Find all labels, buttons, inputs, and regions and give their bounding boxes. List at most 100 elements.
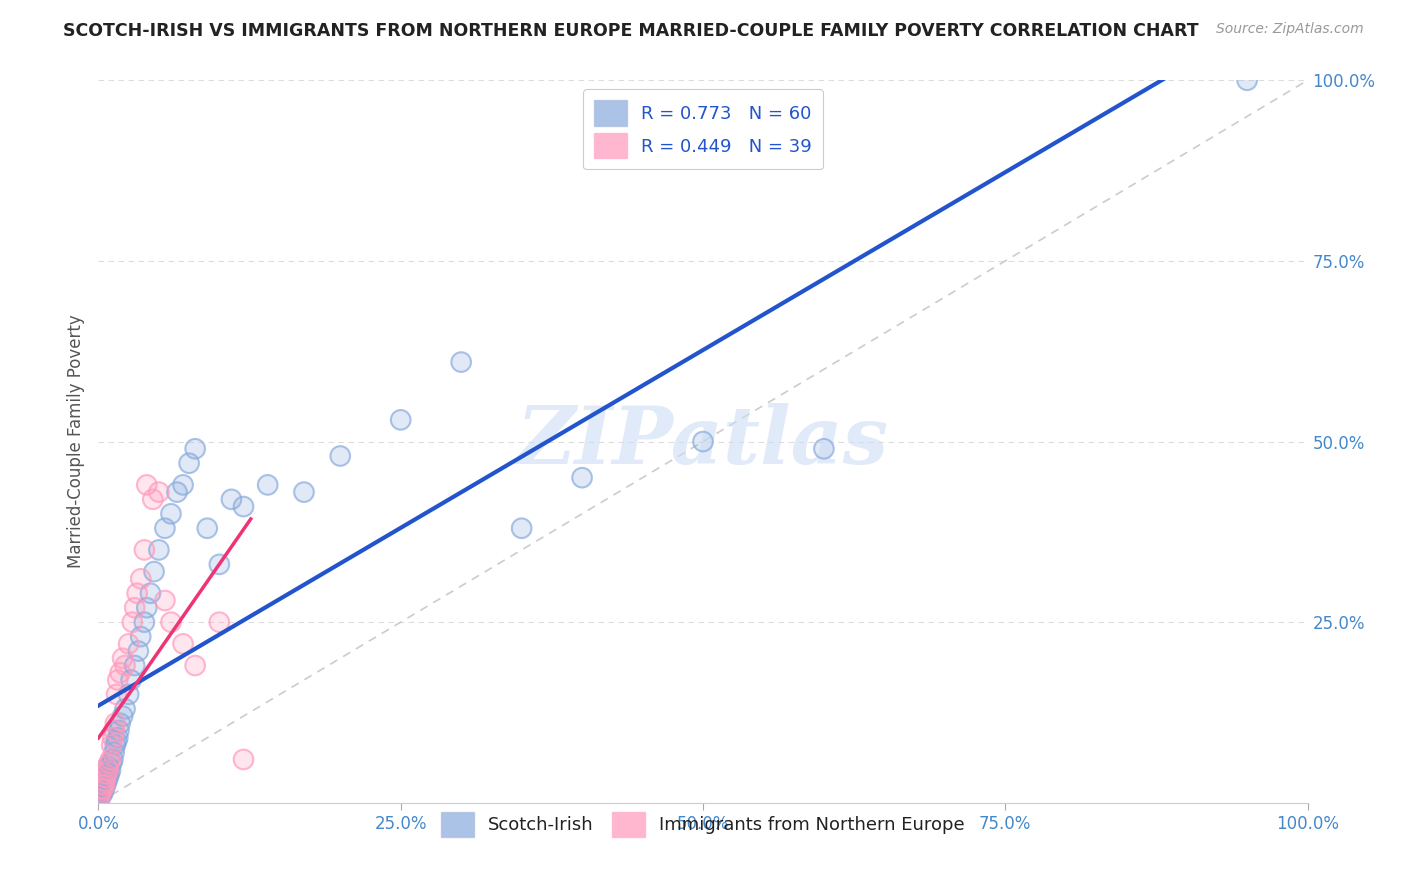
- Point: [97, 760, 120, 774]
- Point: [292, 485, 315, 500]
- Point: [166, 485, 188, 500]
- Point: [129, 630, 152, 644]
- Point: [108, 723, 131, 738]
- Point: [103, 745, 125, 759]
- Point: [94, 771, 117, 785]
- Point: [90, 789, 112, 803]
- Point: [89, 792, 111, 806]
- Point: [91, 778, 114, 792]
- Point: [91, 782, 114, 797]
- Point: [135, 600, 157, 615]
- Point: [142, 492, 165, 507]
- Point: [221, 492, 243, 507]
- Point: [107, 673, 129, 687]
- Point: [450, 355, 472, 369]
- Point: [100, 738, 122, 752]
- Point: [101, 731, 124, 745]
- Point: [148, 542, 170, 557]
- Point: [127, 586, 149, 600]
- Point: [93, 774, 115, 789]
- Point: [510, 521, 533, 535]
- Point: [160, 507, 183, 521]
- Point: [91, 780, 114, 794]
- Point: [153, 521, 176, 535]
- Point: [94, 767, 117, 781]
- Point: [105, 687, 128, 701]
- Point: [90, 785, 112, 799]
- Point: [107, 731, 129, 745]
- Point: [160, 507, 183, 521]
- Point: [98, 756, 121, 770]
- Point: [89, 792, 111, 806]
- Point: [1236, 73, 1258, 87]
- Point: [104, 716, 127, 731]
- Point: [127, 644, 149, 658]
- Point: [184, 658, 207, 673]
- Point: [389, 413, 412, 427]
- Point: [101, 752, 124, 766]
- Point: [121, 615, 143, 630]
- Point: [329, 449, 352, 463]
- Point: [91, 778, 114, 792]
- Point: [103, 723, 125, 738]
- Point: [89, 789, 111, 803]
- Point: [179, 456, 201, 470]
- Point: [118, 637, 141, 651]
- Point: [139, 586, 162, 600]
- Point: [89, 790, 111, 805]
- Point: [107, 673, 129, 687]
- Point: [93, 781, 115, 796]
- Point: [100, 764, 122, 778]
- Text: ZIPatlas: ZIPatlas: [517, 403, 889, 480]
- Point: [91, 782, 114, 797]
- Point: [94, 778, 117, 792]
- Point: [184, 658, 207, 673]
- Point: [96, 767, 118, 781]
- Point: [94, 778, 117, 792]
- Point: [153, 593, 176, 607]
- Point: [121, 615, 143, 630]
- Point: [120, 673, 142, 687]
- Point: [143, 565, 166, 579]
- Point: [89, 792, 111, 806]
- Point: [91, 782, 114, 797]
- Point: [94, 771, 117, 785]
- Point: [91, 782, 114, 797]
- Legend: Scotch-Irish, Immigrants from Northern Europe: Scotch-Irish, Immigrants from Northern E…: [434, 805, 972, 845]
- Point: [389, 413, 412, 427]
- Point: [129, 572, 152, 586]
- Point: [129, 572, 152, 586]
- Point: [96, 760, 118, 774]
- Point: [108, 716, 131, 731]
- Point: [97, 771, 120, 785]
- Point: [195, 521, 218, 535]
- Point: [100, 738, 122, 752]
- Point: [91, 785, 114, 799]
- Point: [172, 478, 194, 492]
- Point: [221, 492, 243, 507]
- Point: [813, 442, 835, 456]
- Point: [118, 687, 141, 701]
- Point: [100, 756, 122, 770]
- Point: [118, 687, 141, 701]
- Point: [114, 702, 136, 716]
- Point: [108, 716, 131, 731]
- Point: [692, 434, 714, 449]
- Point: [97, 764, 120, 778]
- Point: [127, 586, 149, 600]
- Point: [208, 615, 231, 630]
- Point: [90, 785, 112, 799]
- Point: [101, 752, 124, 766]
- Text: SCOTCH-IRISH VS IMMIGRANTS FROM NORTHERN EUROPE MARRIED-COUPLE FAMILY POVERTY CO: SCOTCH-IRISH VS IMMIGRANTS FROM NORTHERN…: [63, 22, 1199, 40]
- Point: [184, 442, 207, 456]
- Point: [108, 665, 131, 680]
- Point: [510, 521, 533, 535]
- Point: [142, 492, 165, 507]
- Point: [166, 485, 188, 500]
- Point: [97, 771, 120, 785]
- Point: [129, 630, 152, 644]
- Point: [160, 615, 183, 630]
- Point: [91, 785, 114, 799]
- Point: [93, 774, 115, 789]
- Point: [111, 709, 134, 723]
